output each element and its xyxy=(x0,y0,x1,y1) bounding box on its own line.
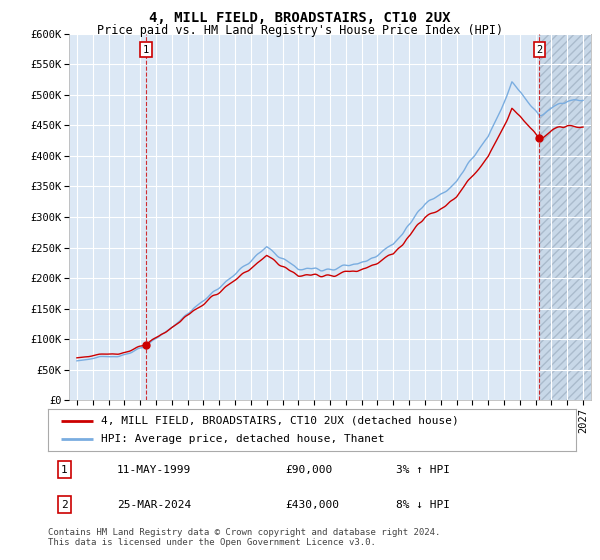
Text: 2: 2 xyxy=(61,500,68,510)
Text: 4, MILL FIELD, BROADSTAIRS, CT10 2UX (detached house): 4, MILL FIELD, BROADSTAIRS, CT10 2UX (de… xyxy=(101,416,458,426)
Text: 11-MAY-1999: 11-MAY-1999 xyxy=(116,465,191,475)
Text: 1: 1 xyxy=(143,45,149,55)
Text: £430,000: £430,000 xyxy=(286,500,340,510)
Bar xyxy=(539,34,591,400)
Text: 25-MAR-2024: 25-MAR-2024 xyxy=(116,500,191,510)
Text: Price paid vs. HM Land Registry's House Price Index (HPI): Price paid vs. HM Land Registry's House … xyxy=(97,24,503,36)
Text: 1: 1 xyxy=(61,465,68,475)
Text: 3% ↑ HPI: 3% ↑ HPI xyxy=(397,465,451,475)
Text: 2: 2 xyxy=(536,45,542,55)
Text: HPI: Average price, detached house, Thanet: HPI: Average price, detached house, Than… xyxy=(101,434,385,444)
Text: Contains HM Land Registry data © Crown copyright and database right 2024.
This d: Contains HM Land Registry data © Crown c… xyxy=(48,528,440,547)
Text: £90,000: £90,000 xyxy=(286,465,333,475)
Text: 4, MILL FIELD, BROADSTAIRS, CT10 2UX: 4, MILL FIELD, BROADSTAIRS, CT10 2UX xyxy=(149,11,451,25)
Text: 8% ↓ HPI: 8% ↓ HPI xyxy=(397,500,451,510)
